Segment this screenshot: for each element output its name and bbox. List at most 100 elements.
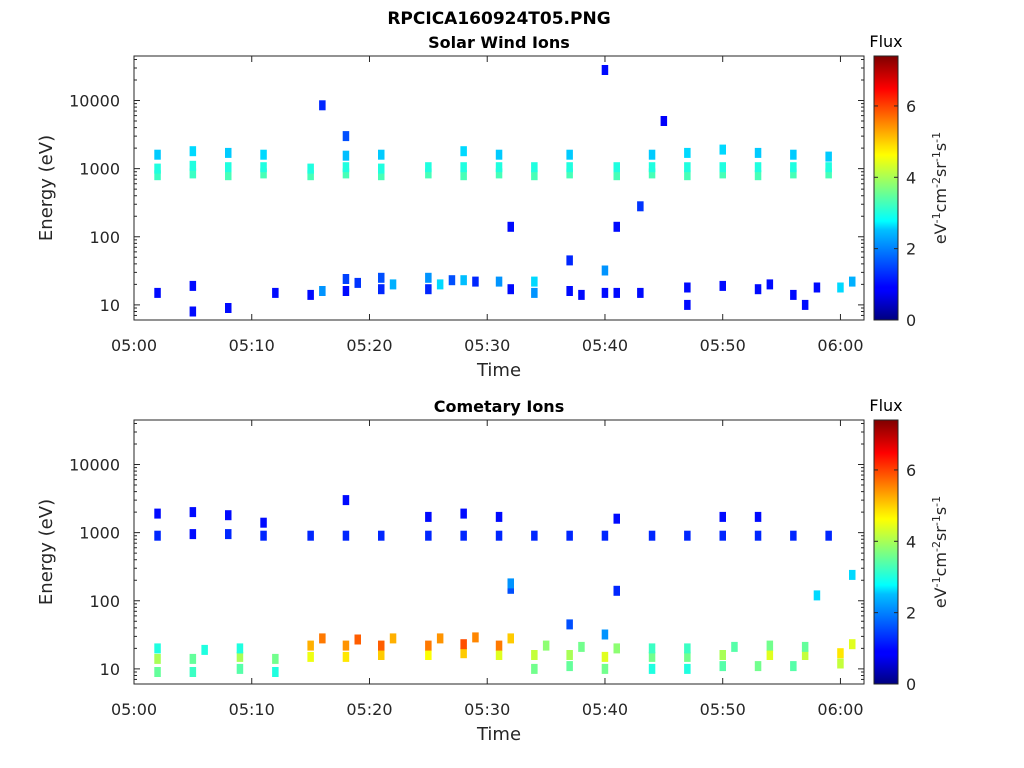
data-cell <box>601 663 609 674</box>
data-cells <box>154 495 856 677</box>
data-cell <box>531 162 538 173</box>
data-cell <box>448 275 456 286</box>
data-cell <box>837 282 844 293</box>
data-cell <box>825 151 832 162</box>
data-cell <box>601 629 609 640</box>
data-cell <box>389 279 397 290</box>
data-cell <box>660 116 668 126</box>
data-cell <box>790 661 797 672</box>
data-cell <box>801 641 809 652</box>
data-cell <box>790 530 797 541</box>
data-cell <box>342 495 350 506</box>
x-tick-label: 05:30 <box>464 336 510 355</box>
x-tick-label: 05:20 <box>346 336 392 355</box>
data-cell <box>260 517 267 528</box>
data-cell <box>507 578 514 589</box>
data-cell <box>813 282 821 293</box>
data-cell <box>378 640 385 651</box>
data-cell <box>472 632 479 643</box>
data-cell <box>342 131 350 142</box>
data-cell <box>495 168 503 179</box>
data-cell <box>531 276 538 287</box>
x-tick-label: 05:30 <box>464 700 510 719</box>
data-cell <box>849 569 856 580</box>
data-cell <box>507 633 514 644</box>
colorbar: Flux 0 2 4 6 eV-1cm-2sr-1s-1 <box>869 396 950 694</box>
data-cell <box>201 644 208 655</box>
panel-title: Cometary Ions <box>434 397 564 416</box>
data-cell <box>531 650 538 660</box>
data-cell <box>460 275 467 286</box>
data-cell <box>307 640 314 651</box>
colorbar-tick-label: 2 <box>906 604 916 623</box>
data-cell <box>613 585 620 596</box>
data-cell <box>531 530 538 541</box>
data-cell <box>495 640 503 651</box>
data-cell <box>684 147 691 158</box>
data-cell <box>766 640 774 651</box>
data-cell <box>154 643 161 654</box>
data-cell <box>790 149 797 160</box>
data-cell <box>566 661 573 672</box>
data-cell <box>648 663 656 674</box>
data-cell <box>495 650 503 660</box>
plot-frame <box>133 55 865 321</box>
data-cell <box>566 255 573 266</box>
y-tick-label: 1000 <box>79 160 120 179</box>
data-cell <box>601 265 609 276</box>
data-cell <box>648 530 656 541</box>
data-cell <box>849 639 856 650</box>
x-tick-label: 05:00 <box>111 336 157 355</box>
data-cells <box>154 65 856 317</box>
data-cell <box>684 162 691 173</box>
colorbar-title: Flux <box>869 396 902 415</box>
data-cell <box>389 633 397 644</box>
colorbar: Flux 0 2 4 6 eV-1cm-2sr-1s-1 <box>869 32 950 330</box>
data-cell <box>613 170 620 181</box>
y-tick-label: 100 <box>89 592 120 611</box>
data-cell <box>825 530 832 541</box>
x-tick-label: 06:00 <box>817 336 863 355</box>
data-cell <box>495 162 503 173</box>
data-cell <box>425 284 432 295</box>
data-cell <box>378 149 385 160</box>
figure-title: RPCICA160924T05.PNG <box>387 9 610 29</box>
data-cell <box>684 170 691 181</box>
data-cell <box>566 149 573 160</box>
data-cell <box>436 633 444 644</box>
colorbar-tick-label: 6 <box>906 461 916 480</box>
colorbar-scale <box>873 55 899 321</box>
data-cell <box>460 146 467 157</box>
data-cell <box>225 162 232 173</box>
y-tick-label: 100 <box>89 228 120 247</box>
data-cell <box>189 168 197 179</box>
data-cell <box>719 168 726 179</box>
data-cell <box>319 633 326 644</box>
data-cell <box>495 276 503 287</box>
data-cell <box>754 511 762 522</box>
data-cell <box>225 303 232 313</box>
data-cell <box>648 651 656 662</box>
data-cell <box>766 279 774 290</box>
data-cell <box>460 508 467 519</box>
colorbar-scale <box>873 419 899 685</box>
data-cell <box>613 221 620 232</box>
data-cell <box>495 530 503 541</box>
y-tick-label: 10000 <box>69 92 120 111</box>
data-cell <box>272 667 279 677</box>
y-tick-label: 10 <box>100 296 120 315</box>
data-cell <box>542 640 550 651</box>
data-cell <box>154 149 161 160</box>
data-cell <box>425 162 432 173</box>
data-cell <box>637 201 644 212</box>
data-cell <box>378 530 385 541</box>
data-cell <box>801 650 809 660</box>
x-tick-label: 05:40 <box>582 700 628 719</box>
data-cell <box>354 634 361 645</box>
data-cell <box>684 651 691 662</box>
data-cell <box>754 147 762 158</box>
data-cell <box>684 663 691 674</box>
x-tick-label: 05:10 <box>229 700 275 719</box>
data-cell <box>719 650 726 660</box>
data-cell <box>378 650 385 660</box>
